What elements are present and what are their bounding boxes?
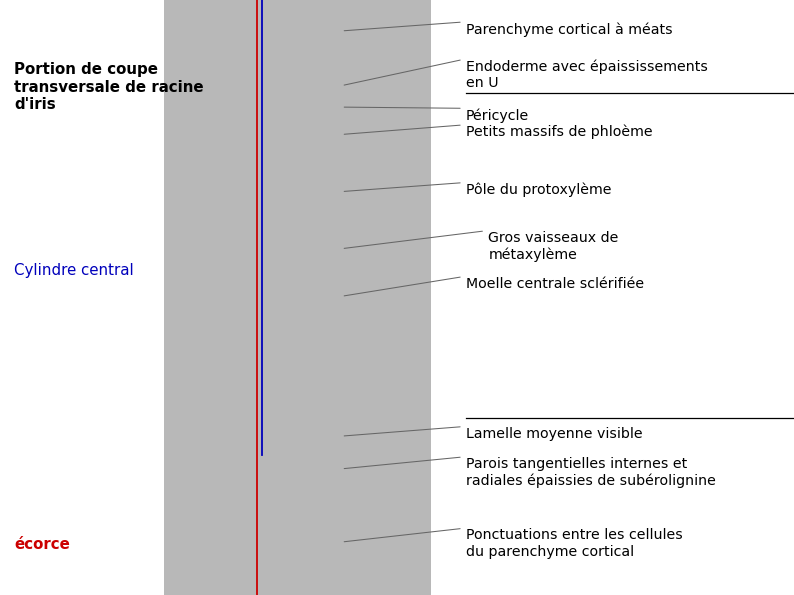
Text: Endoderme avec épaississements
en U: Endoderme avec épaississements en U — [466, 60, 708, 90]
Text: Petits massifs de phloème: Petits massifs de phloème — [466, 125, 653, 139]
Text: Gros vaisseaux de
métaxylème: Gros vaisseaux de métaxylème — [488, 231, 619, 262]
Bar — [164, 0, 431, 595]
Text: Parois tangentielles internes et
radiales épaissies de subérolignine: Parois tangentielles internes et radiale… — [466, 457, 716, 488]
Text: Portion de coupe
transversale de racine
d'iris: Portion de coupe transversale de racine … — [14, 62, 204, 112]
Text: Cylindre central: Cylindre central — [14, 263, 134, 278]
Text: Parenchyme cortical à méats: Parenchyme cortical à méats — [466, 22, 673, 36]
Text: Ponctuations entre les cellules
du parenchyme cortical: Ponctuations entre les cellules du paren… — [466, 528, 683, 559]
Text: Pôle du protoxylème: Pôle du protoxylème — [466, 183, 611, 197]
Text: Moelle centrale sclérifiée: Moelle centrale sclérifiée — [466, 277, 644, 291]
Text: Lamelle moyenne visible: Lamelle moyenne visible — [466, 427, 642, 441]
Text: écorce: écorce — [14, 537, 70, 552]
Text: Péricycle: Péricycle — [466, 108, 530, 123]
